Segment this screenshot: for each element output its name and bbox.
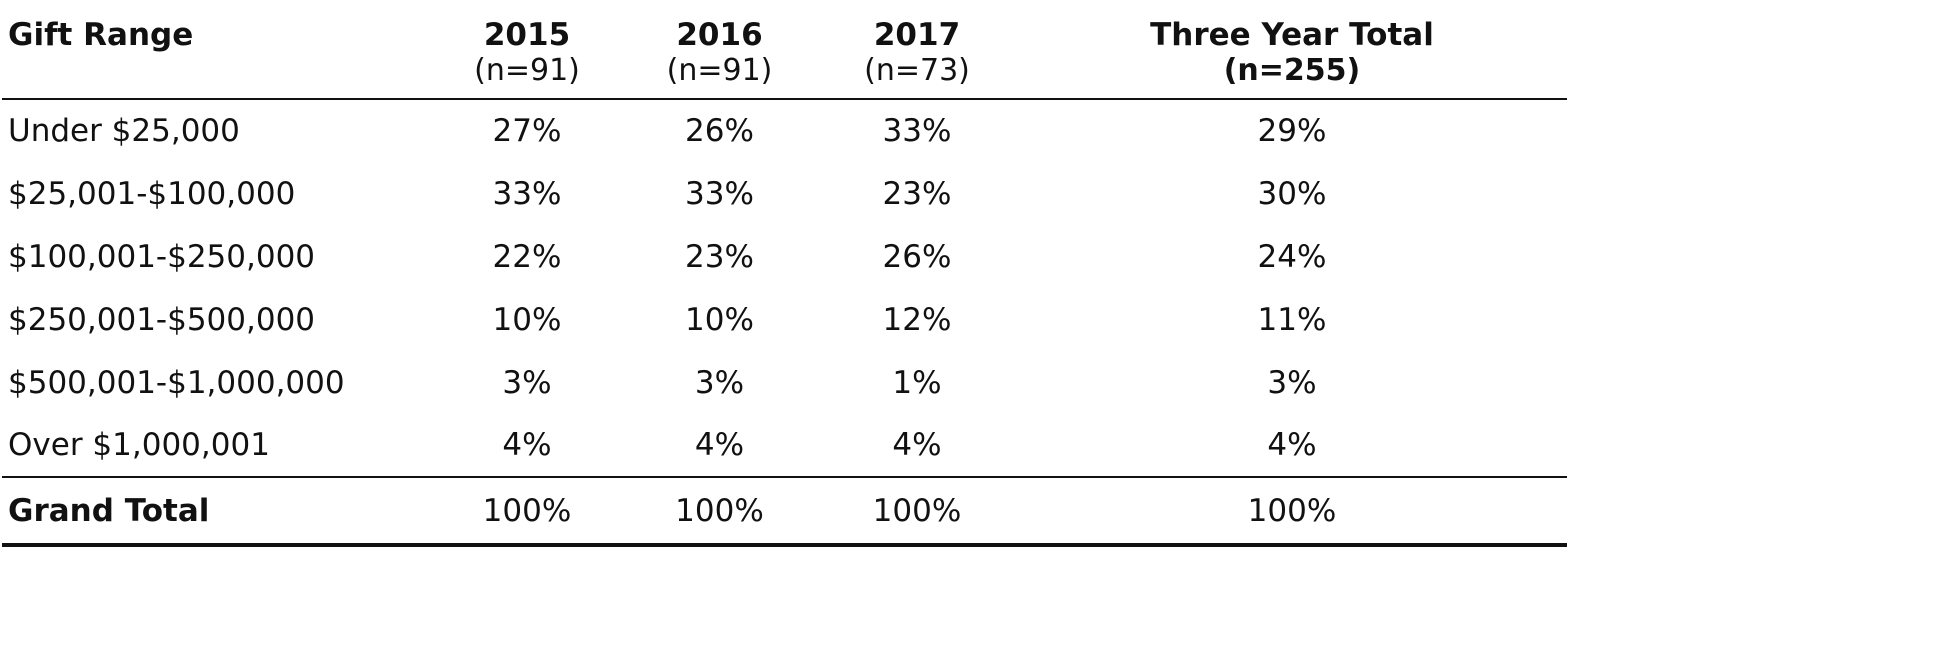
gift-range-table: Gift Range 2015 (n=91) 2016 (n=91) 2017 … [2,6,1567,548]
header-sample-size: (n=91) [666,52,773,88]
cell-value: 100% [622,476,817,548]
cell-value: 11% [1257,301,1327,338]
cell-value: 12% [882,301,952,338]
header-label: 2015 [483,17,571,53]
cell-value: 100% [817,476,1017,548]
table-row: $25,001-$100,000 33% 33% 23% 30% [2,162,1567,225]
cell-value: 3% [1267,364,1317,401]
cell-value: 100% [1017,476,1567,548]
header-label: Three Year Total [1150,17,1434,53]
header-sample-size: (n=73) [864,52,970,88]
cell-value: 100% [432,476,622,548]
header-2015: 2015 (n=91) [432,6,622,101]
header-label: 2017 [873,17,961,53]
row-label: $25,001-$100,000 [8,175,296,212]
row-label: Under $25,000 [8,113,240,150]
cell-value: 23% [882,175,952,212]
cell-value: 23% [685,238,754,275]
header-2016: 2016 (n=91) [622,6,817,101]
cell-value: 10% [685,301,754,338]
cell-value: 33% [492,175,562,212]
cell-value: 27% [492,113,562,150]
row-label: $500,001-$1,000,000 [8,364,345,401]
cell-value: 3% [502,364,552,401]
grand-total-row: Grand Total 100% 100% 100% 100% [2,476,1567,548]
header-sample-size: (n=255) [1223,52,1361,88]
cell-value: 3% [694,364,745,401]
header-sample-size: (n=91) [474,52,580,88]
header-label: Gift Range [8,17,194,53]
table-row: $500,001-$1,000,000 3% 3% 1% 3% [2,351,1567,414]
header-2017: 2017 (n=73) [817,6,1017,101]
cell-value: 33% [685,175,754,212]
cell-value: 29% [1257,113,1327,150]
cell-value: 1% [892,364,942,401]
cell-value: 24% [1257,238,1327,275]
table-row: Under $25,000 27% 26% 33% 29% [2,99,1567,162]
header-gift-range: Gift Range [2,6,432,101]
cell-value: 26% [882,238,952,275]
cell-value: 4% [1267,427,1317,464]
cell-value: 26% [685,113,754,150]
cell-value: 33% [882,113,952,150]
header-three-year-total: Three Year Total (n=255) [1017,6,1567,101]
cell-value: 4% [892,427,942,464]
row-label: $100,001-$250,000 [8,238,316,275]
row-label: Over $1,000,001 [8,427,270,464]
cell-value: 4% [694,427,745,464]
header-label: 2016 [676,17,763,53]
cell-value: 4% [502,427,552,464]
table-row: Over $1,000,001 4% 4% 4% 4% [2,414,1567,477]
header-row: Gift Range 2015 (n=91) 2016 (n=91) 2017 … [2,6,1567,101]
table-row: $250,001-$500,000 10% 10% 12% 11% [2,288,1567,351]
row-label: $250,001-$500,000 [8,301,316,338]
table-row: $100,001-$250,000 22% 23% 26% 24% [2,225,1567,288]
grand-total-label: Grand Total [2,476,432,548]
cell-value: 22% [492,238,562,275]
cell-value: 10% [492,301,562,338]
cell-value: 30% [1257,175,1327,212]
